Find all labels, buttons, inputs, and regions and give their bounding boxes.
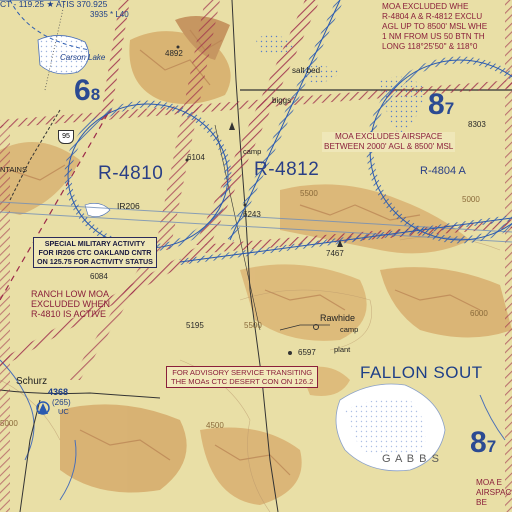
r4804a-label: R-4804 A — [420, 165, 466, 177]
spot-elevation: 6243 — [243, 210, 261, 219]
spot-elevation: 4892 — [165, 49, 183, 58]
moa-dashed-boundary — [0, 109, 111, 301]
spot-elevation: 7467 — [326, 249, 344, 258]
biggs-label: biggs — [272, 96, 292, 105]
gabbs-label: G A B B S — [382, 453, 440, 465]
obstacle-markers — [176, 45, 343, 355]
contour-elevation: 5500 — [300, 189, 318, 198]
top-frequency-text: CT - 119.25 ★ ATIS 370.925 — [0, 0, 108, 9]
rivers — [0, 359, 506, 501]
salt-bed-label: salt bed — [292, 66, 321, 75]
moa-left-altitude: 68 — [74, 74, 101, 107]
ranch-low-moa-note: RANCH LOW MOA EXCLUDED WHEN R-4810 IS AC… — [31, 289, 111, 319]
carson-lake-label: Carson Lake — [60, 53, 106, 62]
contour-elevation: 4500 — [206, 421, 224, 430]
lakes — [37, 35, 446, 472]
contour-elevation: 6000 — [470, 309, 488, 318]
fallon-south-label: FALLON SOUT — [360, 363, 483, 382]
spot-elevation: 6104 — [187, 153, 205, 162]
moa-excludes-note: MOA EXCLUDES AIRSPACE BETWEEN 2000' AGL … — [322, 132, 456, 152]
spot-elevation: 5195 — [186, 321, 204, 330]
camp-label-2: camp — [340, 325, 359, 334]
terrain-shading — [0, 16, 512, 505]
mountains-fragment-label: NTAINS — [0, 165, 27, 174]
spot-elevation: 6084 — [90, 272, 108, 281]
top-elevation-text: 3935 * L40 — [90, 10, 129, 19]
schurz-label: Schurz — [16, 376, 48, 387]
schurz-airport-uc: UC — [58, 407, 69, 416]
advisory-service-box: FOR ADVISORY SERVICE TRANSITING THE MOAs… — [166, 366, 319, 388]
schurz-airport-symbol — [36, 401, 50, 415]
rawhide-label: Rawhide — [320, 313, 356, 323]
contour-elevation: 5000 — [462, 195, 480, 204]
ir206-label: IR206 — [117, 201, 140, 211]
contour-elevation: 5500 — [244, 321, 262, 330]
schurz-airport-elevation: 4368 — [48, 387, 69, 397]
highway-95-shield: 95 — [58, 130, 74, 144]
spot-elevation: 8303 — [468, 120, 486, 129]
camp-label-1: camp — [243, 147, 262, 156]
bottom-right-moa-note: MOA E AIRSPACE BE — [476, 478, 512, 507]
r4812-label: R-4812 — [254, 159, 320, 180]
moa-right-altitude: 87 — [428, 88, 455, 121]
moa-bottom-altitude: 87 — [470, 426, 497, 459]
contour-elevation: 5000 — [0, 419, 18, 428]
spot-elevation: 6597 — [298, 348, 316, 357]
plant-label: plant — [334, 345, 351, 354]
moa-excluded-top-note: MOA EXCLUDED WHE R-4804 A & R-4812 EXCLU… — [382, 2, 488, 51]
schurz-airport-runway: (265) — [52, 398, 71, 407]
r4810-label: R-4810 — [98, 163, 164, 184]
terrain-ridges — [9, 29, 481, 476]
special-military-activity-box: SPECIAL MILITARY ACTIVITY FOR IR206 CTC … — [33, 237, 157, 268]
